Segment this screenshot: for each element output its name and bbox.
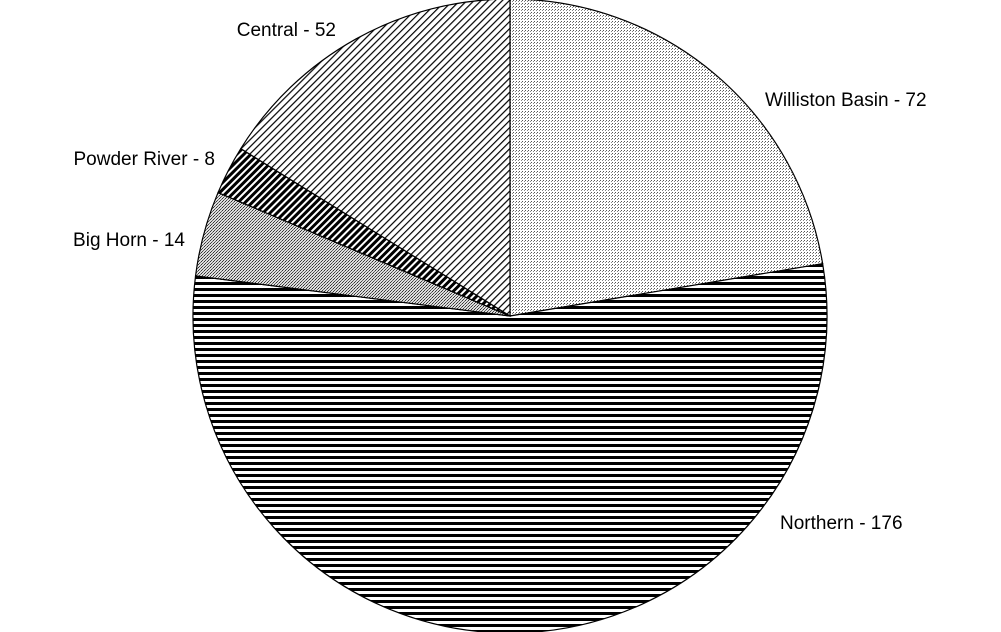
slice-label: Powder River - 8 [74, 149, 216, 170]
pie-slice [239, 0, 511, 318]
pie-slice [509, 0, 824, 317]
slice-label: Northern - 176 [780, 513, 903, 534]
slice-label: Williston Basin - 72 [765, 90, 927, 111]
slice-label: Big Horn - 14 [73, 230, 185, 251]
slice-label: Central - 52 [237, 20, 336, 41]
pie-slice [192, 262, 828, 632]
